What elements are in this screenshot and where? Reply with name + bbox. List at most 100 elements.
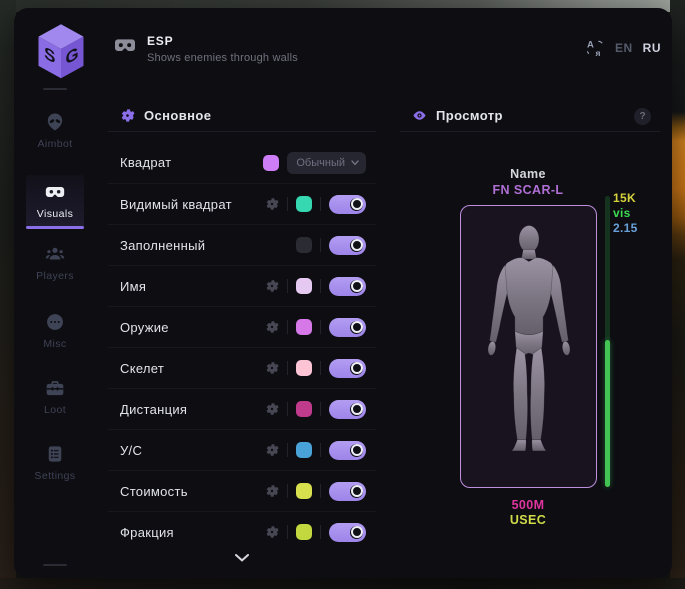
esp-setting-row: Дистанция xyxy=(108,388,376,429)
svg-text:S: S xyxy=(44,43,55,68)
gear-icon[interactable] xyxy=(265,525,279,539)
toggle-switch[interactable] xyxy=(329,194,366,214)
sidebar-item-label: Loot xyxy=(43,404,67,416)
esp-setting-row: У/С xyxy=(108,429,376,470)
section-header-preview: Просмотр ? xyxy=(400,100,660,132)
sidebar-item-aimbot[interactable]: Aimbot xyxy=(26,105,84,157)
section-title: Основное xyxy=(144,108,212,123)
footer-distance: 500M xyxy=(511,498,545,512)
color-swatch[interactable] xyxy=(296,237,312,253)
color-swatch[interactable] xyxy=(296,360,312,376)
color-swatch[interactable] xyxy=(296,196,312,212)
sidebar-item-loot[interactable]: Loot xyxy=(26,371,84,423)
background-right xyxy=(670,0,685,589)
sidebar-item-label: Aimbot xyxy=(37,138,73,150)
gear-icon xyxy=(121,109,135,122)
setting-label: Скелет xyxy=(120,360,165,376)
esp-settings-panel: Основное Квадрат Обычный Видимый квадрат xyxy=(108,100,376,562)
toggle-switch[interactable] xyxy=(329,399,366,419)
color-swatch[interactable] xyxy=(296,483,312,499)
health-bar-track xyxy=(605,196,610,487)
player-model-box xyxy=(460,205,597,488)
toggle-switch[interactable] xyxy=(329,358,366,378)
preview-weapon-name: FN SCAR-L xyxy=(492,183,564,197)
sidebar-item-label: Players xyxy=(36,270,74,282)
esp-goggles-icon xyxy=(115,38,135,54)
chat-dots-icon xyxy=(45,312,65,332)
setting-label: Квадрат xyxy=(120,155,172,170)
settings-list-icon xyxy=(45,444,65,464)
sg-cube-logo: S G xyxy=(34,22,88,79)
preview-panel: Просмотр ? Name FN SCAR-L xyxy=(400,100,660,527)
stat-price: 15K xyxy=(613,191,636,205)
esp-setting-row: Видимый квадрат xyxy=(108,183,376,224)
lang-en-button[interactable]: EN xyxy=(614,40,633,55)
toggle-switch[interactable] xyxy=(329,440,366,460)
alien-icon xyxy=(45,112,65,132)
gear-icon[interactable] xyxy=(265,402,279,416)
color-swatch[interactable] xyxy=(296,278,312,294)
color-swatch[interactable] xyxy=(263,154,280,171)
cheat-menu-window: S G Aimbot Visuals xyxy=(14,8,672,578)
section-title: Просмотр xyxy=(436,108,503,123)
background-bottom xyxy=(0,578,685,589)
toggle-switch[interactable] xyxy=(329,522,366,542)
svg-text:G: G xyxy=(66,43,79,69)
esp-setting-row: Оружие xyxy=(108,306,376,347)
stat-vis: vis xyxy=(613,206,631,220)
toolbox-icon xyxy=(45,378,65,398)
gear-icon[interactable] xyxy=(265,279,279,293)
color-swatch[interactable] xyxy=(296,524,312,540)
esp-setting-row: Скелет xyxy=(108,347,376,388)
expand-chevron-button[interactable] xyxy=(108,554,376,562)
esp-setting-row: Фракция xyxy=(108,511,376,552)
toggle-switch[interactable] xyxy=(329,317,366,337)
help-badge[interactable]: ? xyxy=(634,108,651,125)
stat-distance: 2.15 xyxy=(613,221,638,235)
toggle-switch[interactable] xyxy=(329,235,366,255)
sidebar-item-settings[interactable]: Settings xyxy=(26,437,84,489)
sidebar-item-label: Visuals xyxy=(36,208,74,220)
sidebar-item-label: Misc xyxy=(43,338,67,350)
setting-label: Видимый квадрат xyxy=(120,196,232,212)
svg-text:A: A xyxy=(587,40,594,51)
color-swatch[interactable] xyxy=(296,319,312,335)
color-swatch[interactable] xyxy=(296,442,312,458)
setting-label: Оружие xyxy=(120,319,169,335)
page-subtitle: Shows enemies through walls xyxy=(147,52,298,64)
style-dropdown[interactable]: Обычный xyxy=(287,151,366,174)
color-swatch[interactable] xyxy=(296,401,312,417)
gear-icon[interactable] xyxy=(265,361,279,375)
sidebar-item-visuals[interactable]: Visuals xyxy=(26,175,84,229)
health-bar-fill xyxy=(605,340,610,487)
sidebar-item-misc[interactable]: Misc xyxy=(26,305,84,357)
footer-faction: USEC xyxy=(509,512,547,527)
preview-name-label: Name xyxy=(510,167,546,181)
gear-icon[interactable] xyxy=(265,320,279,334)
vr-goggles-icon xyxy=(45,182,65,202)
esp-setting-row: Стоимость xyxy=(108,470,376,511)
esp-setting-row: Имя xyxy=(108,265,376,306)
page-header: ESP Shows enemies through walls xyxy=(115,34,298,64)
setting-label: Заполненный xyxy=(120,237,206,253)
sidebar-divider-top xyxy=(43,88,67,90)
sidebar-item-label: Settings xyxy=(34,470,76,482)
lang-ru-button[interactable]: RU xyxy=(642,40,661,55)
player-model xyxy=(487,225,570,452)
toggle-switch[interactable] xyxy=(329,481,366,501)
gear-icon[interactable] xyxy=(265,484,279,498)
setting-label: Фракция xyxy=(120,524,174,540)
setting-label: Дистанция xyxy=(120,401,188,417)
esp-stats: 15K vis 2.15 xyxy=(613,191,638,236)
gear-icon[interactable] xyxy=(265,443,279,457)
setting-label: Имя xyxy=(120,278,147,294)
eye-icon xyxy=(413,111,426,120)
chevron-down-icon xyxy=(235,554,249,562)
esp-footer-stats: 500M USEC xyxy=(433,498,623,527)
sidebar-item-players[interactable]: Players xyxy=(26,237,84,289)
toggle-switch[interactable] xyxy=(329,276,366,296)
gear-icon[interactable] xyxy=(265,197,279,211)
